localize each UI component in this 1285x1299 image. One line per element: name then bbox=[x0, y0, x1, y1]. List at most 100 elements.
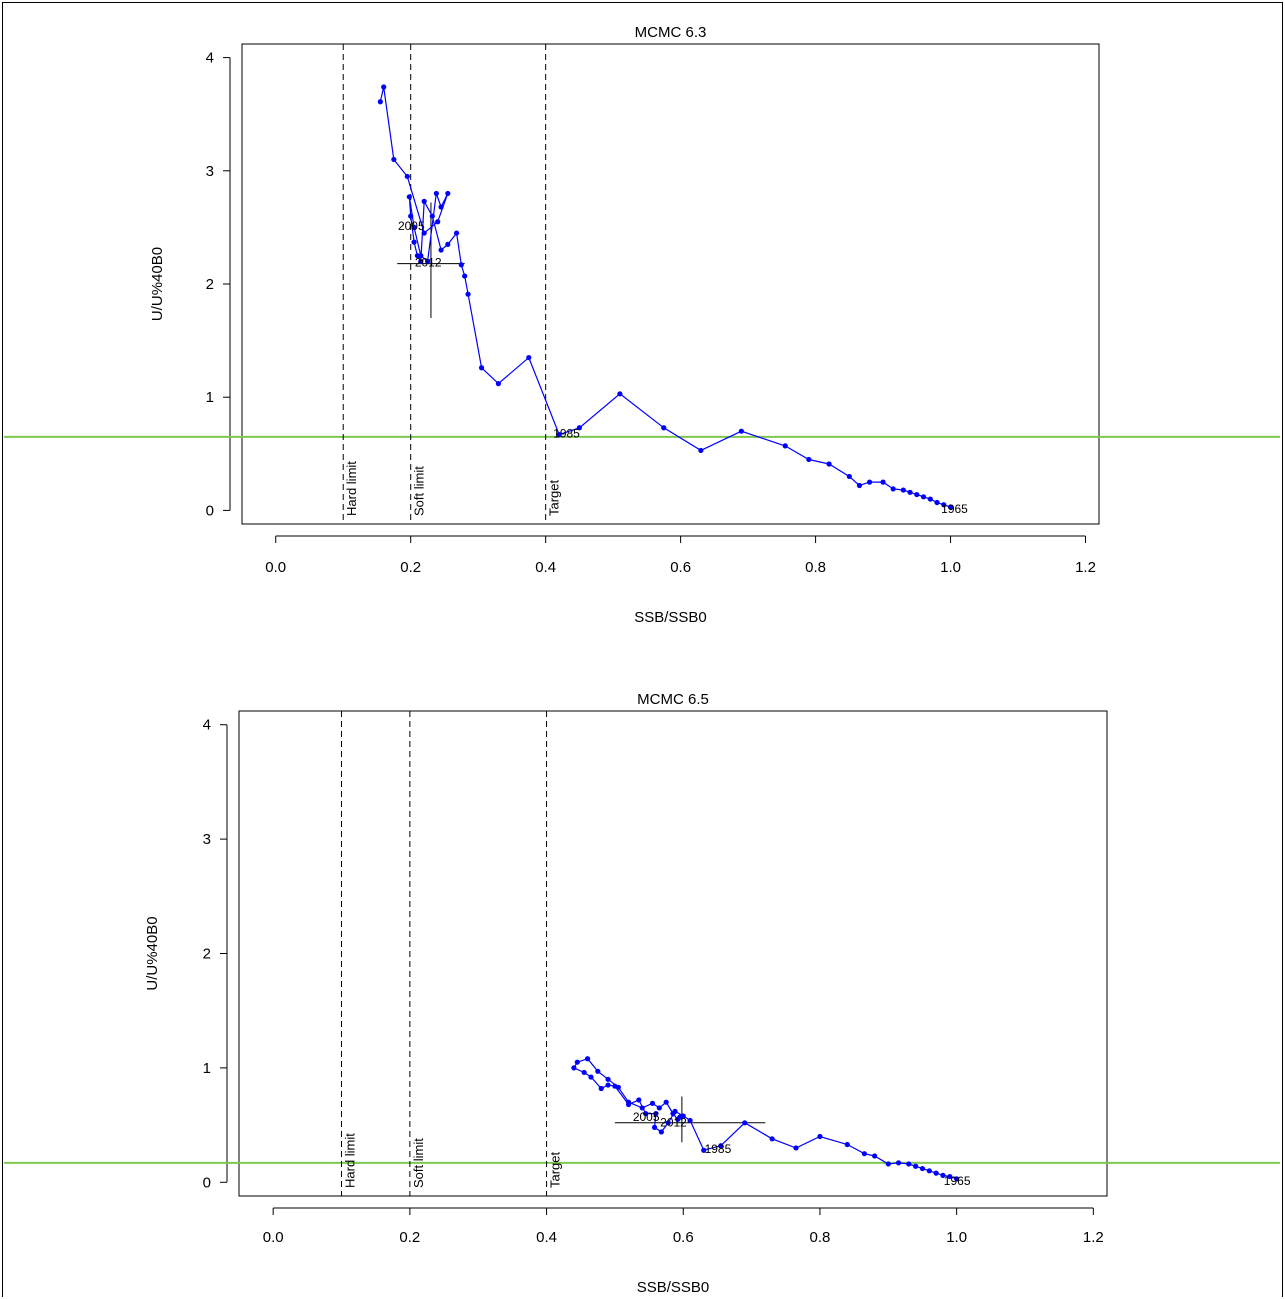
data-point bbox=[581, 1069, 587, 1076]
plot-area bbox=[238, 710, 1108, 1197]
point-label: 1985 bbox=[553, 426, 580, 440]
plot-area bbox=[241, 43, 1100, 525]
data-point bbox=[665, 1120, 671, 1126]
data-point bbox=[844, 1141, 850, 1148]
data-point bbox=[404, 173, 410, 180]
data-point bbox=[698, 447, 704, 454]
data-point bbox=[411, 224, 417, 230]
vline-label: Target bbox=[547, 479, 562, 516]
data-point bbox=[495, 381, 502, 387]
data-point bbox=[605, 1076, 611, 1082]
data-point bbox=[658, 1129, 664, 1135]
data-point bbox=[576, 425, 583, 431]
data-point bbox=[947, 1173, 953, 1180]
vline-label: Target bbox=[548, 1151, 563, 1188]
data-point bbox=[856, 482, 863, 489]
data-point bbox=[636, 1097, 642, 1103]
data-point bbox=[424, 258, 431, 264]
data-point bbox=[574, 1059, 580, 1065]
data-point bbox=[866, 479, 873, 485]
data-point bbox=[656, 1105, 662, 1111]
data-point bbox=[445, 241, 451, 247]
x-tick-label: 1.0 bbox=[940, 559, 961, 576]
data-point bbox=[433, 190, 439, 197]
data-point bbox=[663, 1099, 669, 1105]
point-label: 1985 bbox=[705, 1142, 732, 1156]
data-point bbox=[478, 365, 485, 371]
data-point bbox=[595, 1068, 601, 1074]
data-point bbox=[880, 479, 886, 485]
data-point bbox=[429, 213, 435, 219]
x-tick-label: 0.2 bbox=[400, 559, 421, 576]
data-point bbox=[643, 1111, 649, 1117]
y-tick-label: 4 bbox=[206, 50, 214, 67]
point-label: 2005 bbox=[633, 1110, 660, 1124]
data-point bbox=[438, 204, 444, 210]
data-point bbox=[861, 1151, 867, 1157]
data-point bbox=[914, 491, 920, 498]
x-axis-label: SSB/SSB0 bbox=[637, 1279, 710, 1296]
y-axis-label: U/U%40B0 bbox=[149, 247, 166, 321]
point-label: 1965 bbox=[944, 1174, 971, 1188]
data-point bbox=[588, 1074, 594, 1080]
data-point bbox=[639, 1105, 645, 1111]
x-tick-label: 0.0 bbox=[263, 1229, 284, 1246]
data-point bbox=[769, 1136, 775, 1142]
point-label: 2012 bbox=[660, 1116, 687, 1130]
data-point bbox=[411, 239, 417, 245]
data-point bbox=[571, 1065, 577, 1071]
data-point bbox=[418, 253, 424, 259]
vline-label: Soft limit bbox=[412, 466, 427, 516]
data-point bbox=[421, 230, 427, 236]
data-point bbox=[941, 502, 947, 508]
data-point bbox=[906, 1161, 912, 1167]
data-point bbox=[617, 391, 623, 397]
data-point bbox=[793, 1145, 799, 1151]
data-point bbox=[920, 494, 927, 500]
data-point bbox=[625, 1099, 632, 1105]
data-point bbox=[900, 487, 906, 493]
data-point bbox=[381, 84, 387, 90]
data-point bbox=[677, 1114, 683, 1120]
data-point bbox=[445, 190, 451, 197]
x-tick-label: 0.4 bbox=[535, 559, 556, 576]
data-point bbox=[806, 456, 812, 463]
data-point bbox=[738, 428, 744, 434]
data-point bbox=[465, 291, 471, 297]
data-point bbox=[584, 1056, 591, 1062]
data-point bbox=[742, 1120, 748, 1126]
data-point bbox=[919, 1165, 926, 1172]
y-axis-label: U/U%40B0 bbox=[144, 916, 161, 990]
data-point bbox=[408, 213, 414, 219]
data-point bbox=[670, 1111, 676, 1117]
y-tick-label: 2 bbox=[203, 946, 211, 963]
panel-mcmc-6-3: MCMC 6.3 0.0 0.2 0.4 0.6 0.8 1.0 1.2 SSB/SSB0 0 1 2… bbox=[4, 24, 1280, 626]
y-tick-label: 0 bbox=[203, 1174, 211, 1191]
x-tick-label: 1.0 bbox=[946, 1229, 967, 1246]
data-point bbox=[651, 1124, 658, 1130]
data-point bbox=[406, 194, 412, 200]
y-tick-label: 1 bbox=[203, 1060, 211, 1077]
point-label: 2012 bbox=[415, 255, 442, 269]
point-label: 1965 bbox=[941, 502, 968, 516]
data-point bbox=[940, 1172, 946, 1179]
data-point bbox=[687, 1117, 693, 1124]
series-line bbox=[379, 86, 951, 508]
data-point bbox=[615, 1084, 621, 1090]
data-point bbox=[846, 473, 852, 480]
data-point bbox=[718, 1143, 724, 1149]
data-point bbox=[701, 1147, 707, 1153]
data-point bbox=[526, 354, 532, 361]
data-point bbox=[598, 1085, 604, 1092]
x-tick-label: 0.6 bbox=[673, 1229, 694, 1246]
y-tick-label: 3 bbox=[206, 163, 214, 180]
data-point bbox=[895, 1160, 902, 1166]
x-tick-label: 0.4 bbox=[536, 1229, 557, 1246]
data-point bbox=[926, 1168, 932, 1174]
panel-mcmc-6-5: MCMC 6.5 0.0 0.2 0.4 0.6 0.8 1.0 1.2 SSB/SSB0 0 1 2… bbox=[4, 691, 1280, 1296]
y-tick-label: 3 bbox=[203, 831, 211, 848]
x-tick-label: 0.8 bbox=[805, 559, 826, 576]
data-point bbox=[453, 230, 460, 236]
